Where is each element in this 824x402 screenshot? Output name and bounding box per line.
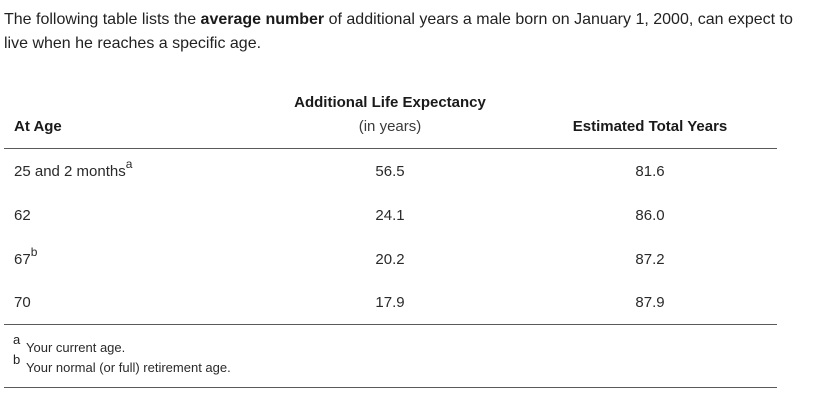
row-age-text: 67 xyxy=(14,251,31,268)
row-total-cell: 81.6 xyxy=(635,163,665,180)
row-age-text: 25 and 2 months xyxy=(14,163,126,180)
intro-text-before: The following table lists the xyxy=(4,11,201,28)
row-expectancy-cell: 24.1 xyxy=(375,207,405,224)
header-total-years: Estimated Total Years xyxy=(572,118,728,135)
footer-rule xyxy=(4,387,777,388)
header-rule xyxy=(4,148,777,149)
body-rule xyxy=(4,324,777,325)
row-total-cell: 87.2 xyxy=(635,251,665,268)
header-expectancy-unit: (in years) xyxy=(358,118,422,135)
footnote-letter: a xyxy=(13,332,21,347)
footnote-text: Your normal (or full) retirement age. xyxy=(26,360,231,375)
header-at-age: At Age xyxy=(14,118,62,135)
row-expectancy-cell: 17.9 xyxy=(375,294,405,311)
row-age-cell: 67b xyxy=(14,246,37,270)
row-expectancy-cell: 56.5 xyxy=(375,163,405,180)
intro-paragraph: The following table lists the average nu… xyxy=(4,8,820,56)
intro-text-after: of additional years a male born on Janua… xyxy=(4,11,793,52)
footnote-letter: b xyxy=(13,352,21,367)
footnote-text: Your current age. xyxy=(26,340,126,355)
footnote-marker: b xyxy=(30,245,38,259)
row-expectancy-cell: 20.2 xyxy=(375,251,405,268)
header-expectancy-title: Additional Life Expectancy xyxy=(294,94,486,111)
row-total-cell: 86.0 xyxy=(635,207,665,224)
row-age-cell: 70 xyxy=(14,293,31,313)
row-total-cell: 87.9 xyxy=(635,294,665,311)
footnote-marker: a xyxy=(125,157,133,171)
row-age-text: 62 xyxy=(14,207,31,224)
row-age-cell: 25 and 2 monthsa xyxy=(14,158,132,182)
intro-bold-phrase: average number xyxy=(200,11,325,28)
row-age-cell: 62 xyxy=(14,206,31,226)
row-age-text: 70 xyxy=(14,294,31,311)
